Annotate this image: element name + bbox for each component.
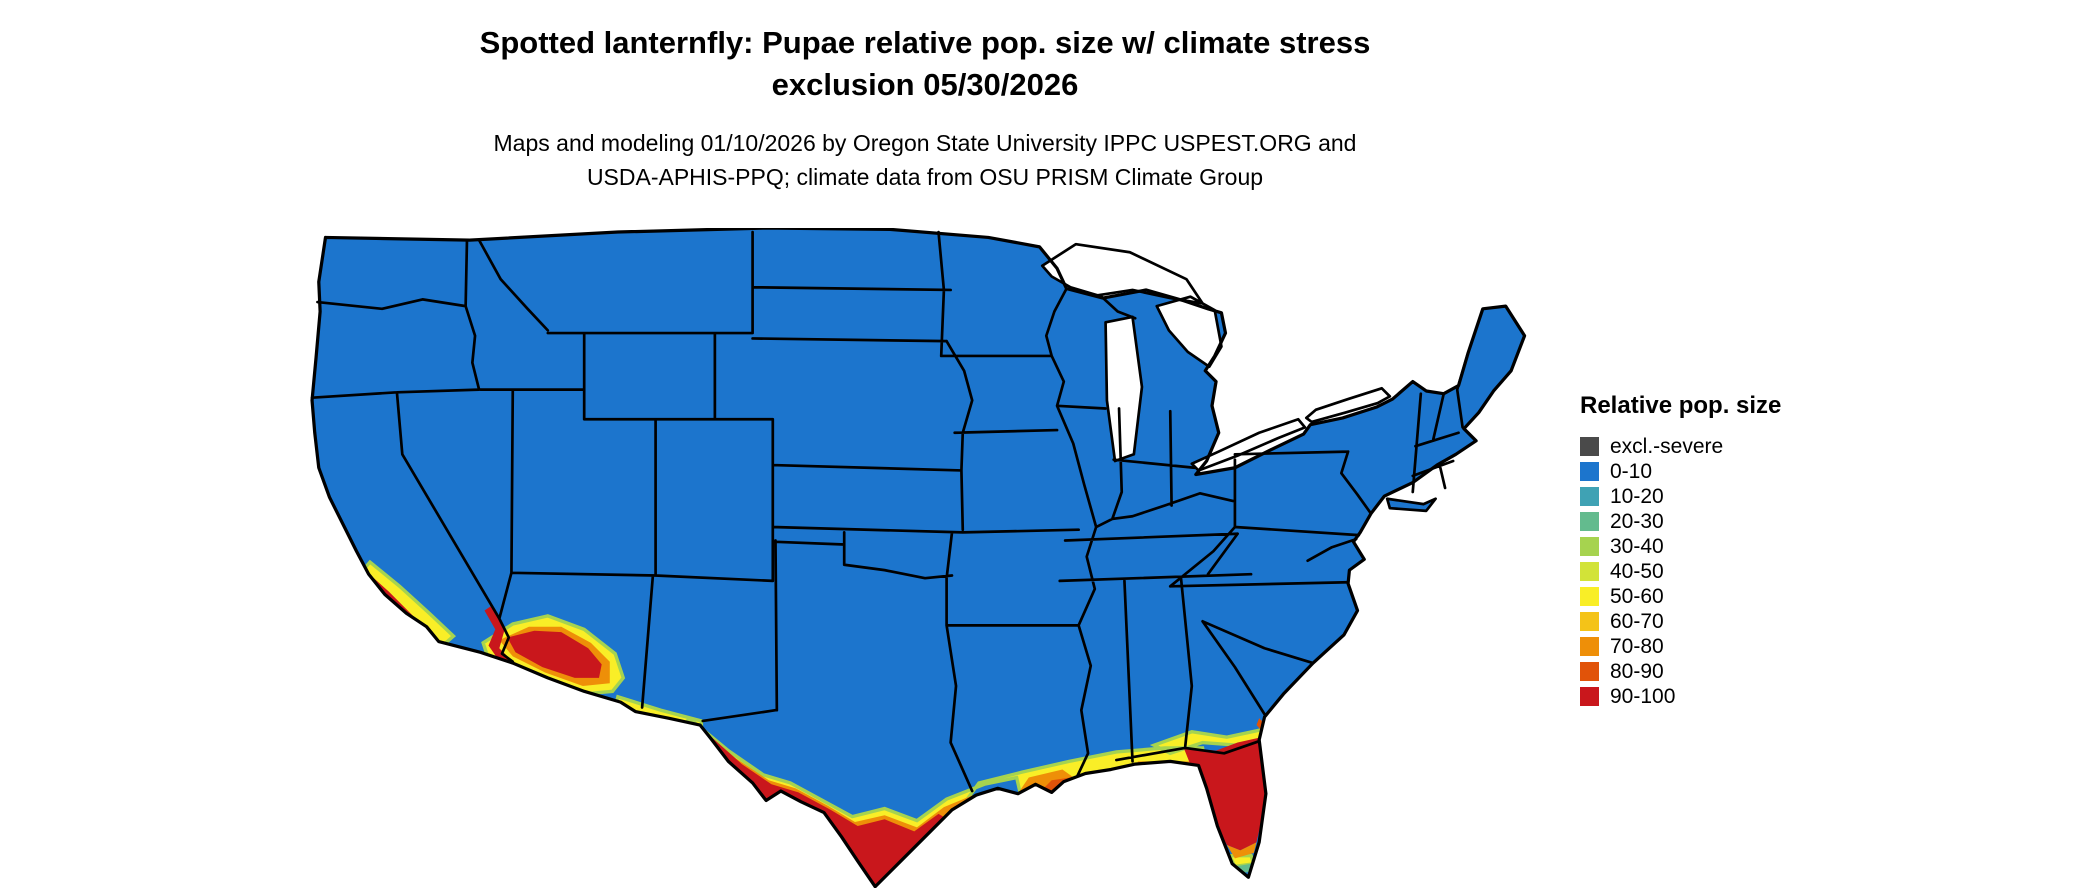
map-title-line2: exclusion 05/30/2026 <box>771 67 1079 102</box>
legend-item: 80-90 <box>1580 659 1880 684</box>
map-title-line1: Spotted lanternfly: Pupae relative pop. … <box>479 25 1371 60</box>
legend-item-label: 20-30 <box>1610 509 1664 533</box>
legend-item-label: 80-90 <box>1610 659 1664 683</box>
legend-swatch-0-10 <box>1580 462 1599 481</box>
state-borders <box>310 230 1470 793</box>
legend-item: 70-80 <box>1580 634 1880 659</box>
legend-item-label: 70-80 <box>1610 634 1664 658</box>
legend-item: excl.-severe <box>1580 434 1880 459</box>
legend-item-label: 10-20 <box>1610 484 1664 508</box>
legend-item-label: excl.-severe <box>1610 434 1724 458</box>
legend-item-label: 30-40 <box>1610 534 1664 558</box>
legend-swatch-30-40 <box>1580 537 1599 556</box>
map-subtitle: Maps and modeling 01/10/2026 by Oregon S… <box>0 126 1850 194</box>
legend-title: Relative pop. size <box>1580 392 1782 419</box>
legend-swatch-40-50 <box>1580 562 1599 581</box>
us-outline <box>310 228 1527 888</box>
legend-item: 90-100 <box>1580 684 1880 709</box>
legend-item-label: 90-100 <box>1610 684 1676 708</box>
legend-item-label: 0-10 <box>1610 459 1653 483</box>
legend-item: 50-60 <box>1580 584 1880 609</box>
legend-item-label: 40-50 <box>1610 559 1664 583</box>
legend-item: 60-70 <box>1580 609 1880 634</box>
map-base-fill <box>312 228 1525 887</box>
legend-swatch-20-30 <box>1580 512 1599 531</box>
legend-swatch-70-80 <box>1580 637 1599 656</box>
legend-swatch-60-70 <box>1580 612 1599 631</box>
legend-item-label: 60-70 <box>1610 609 1664 633</box>
us-map-container <box>308 228 1534 888</box>
legend-swatch-excl-severe <box>1580 437 1599 456</box>
legend-item-label: 50-60 <box>1610 584 1664 608</box>
legend-item: 0-10 <box>1580 459 1880 484</box>
legend-swatch-90-100 <box>1580 687 1599 706</box>
legend-item: 40-50 <box>1580 559 1880 584</box>
map-subtitle-line2: USDA-APHIS-PPQ; climate data from OSU PR… <box>586 164 1264 190</box>
legend-item: 10-20 <box>1580 484 1880 509</box>
legend-item: 20-30 <box>1580 509 1880 534</box>
legend-swatch-10-20 <box>1580 487 1599 506</box>
legend-swatch-50-60 <box>1580 587 1599 606</box>
legend: Relative pop. size excl.-severe 0-10 10-… <box>1580 392 1880 709</box>
map-subtitle-line1: Maps and modeling 01/10/2026 by Oregon S… <box>493 130 1357 156</box>
map-title: Spotted lanternfly: Pupae relative pop. … <box>0 22 1850 106</box>
legend-swatch-80-90 <box>1580 662 1599 681</box>
us-map <box>310 228 1527 888</box>
long-island <box>1385 497 1437 513</box>
legend-item: 30-40 <box>1580 534 1880 559</box>
